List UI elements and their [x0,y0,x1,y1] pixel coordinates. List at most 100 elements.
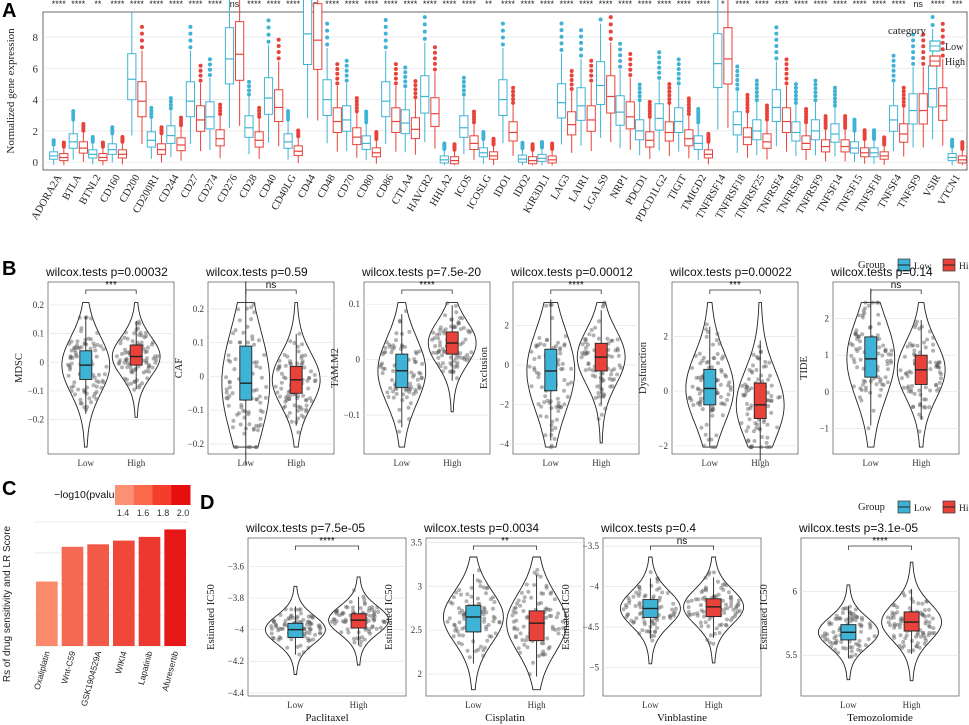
panel-d-data-point [927,620,932,625]
panel-d-data-point [456,606,461,611]
panel-d-data-point [629,618,634,623]
panel-d-title: wilcox.tests p=3.1e-05 [798,521,918,535]
panel-b-data-point [230,391,235,396]
panel-b-data-point [117,360,122,365]
panel-a-outlier-point [764,103,769,108]
panel-b-data-point [394,338,398,343]
panel-b-data-point [231,425,235,430]
panel-b-data-point [901,385,906,390]
panel-b-data-point [743,392,748,397]
panel-b-data-point [300,359,305,364]
panel-d-data-point [475,578,480,583]
panel-b-data-point [877,336,882,341]
panel-d-data-point [512,626,517,631]
panel-b-data-point [232,367,237,372]
panel-a-box [567,111,577,136]
panel-d-x-axis-label: Paclitaxel [305,712,348,724]
panel-a-outlier-point [901,92,906,97]
panel-b-data-point [601,378,606,383]
panel-b-data-point [380,371,385,376]
panel-d-data-point [524,638,528,643]
panel-b-data-point [562,388,566,393]
panel-a-significance-label: **** [872,0,887,9]
panel-d-data-point [853,618,858,623]
panel-a-outlier-point [383,38,388,43]
panel-d-data-point [487,634,492,639]
panel-b-data-point [696,375,701,380]
panel-d-data-point [465,648,470,653]
panel-d-data-point [706,572,711,577]
panel-a-outlier-point [579,34,584,39]
panel-c-colorbar-segment [133,485,153,505]
panel-b-data-point [543,394,548,399]
panel-b-data-point [285,393,290,398]
panel-b-xtick-label: High [592,458,611,468]
panel-d-data-point [892,603,897,608]
panel-b-data-point [554,417,559,422]
panel-a-outlier-point [813,78,818,83]
panel-b-data-point [448,361,453,366]
panel-d-data-point [637,600,642,605]
panel-a-outlier-point [774,43,779,48]
panel-b-data-point [723,373,728,378]
panel-b-data-point [89,316,94,321]
panel-b-data-point [542,343,547,347]
panel-a-outlier-point [891,68,896,73]
panel-d-significance-label: ns [677,536,688,547]
panel-b-y-axis-label: Exclusion [479,346,490,389]
panel-b-data-point [391,369,396,373]
panel-b-data-point [225,396,230,401]
panel-a-outlier-point [168,106,173,111]
panel-b-data-point [744,389,749,394]
panel-b-significance-label: **** [568,280,584,291]
panel-d-data-point [279,626,284,631]
panel-b-ytick-label: −0.1 [28,386,44,396]
panel-b-data-point [307,376,311,381]
panel-b-data-point [589,328,594,332]
panel-a-box [254,131,264,148]
panel-b-data-point [440,347,445,351]
panel-b-data-point [699,425,704,430]
panel-d-data-point [461,613,466,618]
panel-b-data-point [242,431,247,436]
panel-b-data-point [537,336,542,340]
panel-d-data-point [543,652,548,657]
panel-b-data-point [605,336,610,341]
panel-d-data-point [838,616,843,621]
panel-b-data-point [769,383,774,388]
panel-d-data-point [491,614,496,619]
panel-b-data-point [702,443,707,448]
panel-d-data-point [361,594,366,599]
panel-b-data-point [412,357,417,362]
panel-a-significance-label: **** [833,0,848,9]
panel-b-data-point [128,366,133,371]
panel-d-data-point [382,620,387,625]
panel-b-data-point [710,365,714,370]
panel-b-data-point [73,345,78,350]
panel-d-title: wilcox.tests p=0.4 [600,521,696,535]
panel-b-data-point [580,351,585,355]
panel-d-data-point [848,655,852,659]
panel-b-data-point [91,394,96,399]
panel-a-category-label: CD48 [316,173,338,200]
panel-d-data-point [485,638,490,643]
panel-a-box [645,131,655,148]
panel-d-data-point [301,617,306,622]
panel-a-outlier-point [257,105,262,110]
panel-b-data-point [875,300,880,305]
panel-a-category-label: ADORA2A [30,173,65,222]
panel-b-data-point [746,406,750,411]
panel-a-outlier-point [393,71,398,76]
panel-b-data-point [907,369,912,374]
panel-b-data-point [718,395,723,399]
panel-d-data-point [276,628,281,633]
panel-a-outlier-point [940,40,945,45]
panel-a-legend-label: High [945,57,965,68]
panel-a-outlier-point [511,97,516,102]
panel-b-data-point [875,333,880,338]
panel-b-data-point [407,417,411,422]
panel-a-outlier-point [667,85,672,90]
panel-b-data-point [144,349,149,354]
panel-a-box [938,87,948,121]
panel-d-data-point [541,591,546,596]
